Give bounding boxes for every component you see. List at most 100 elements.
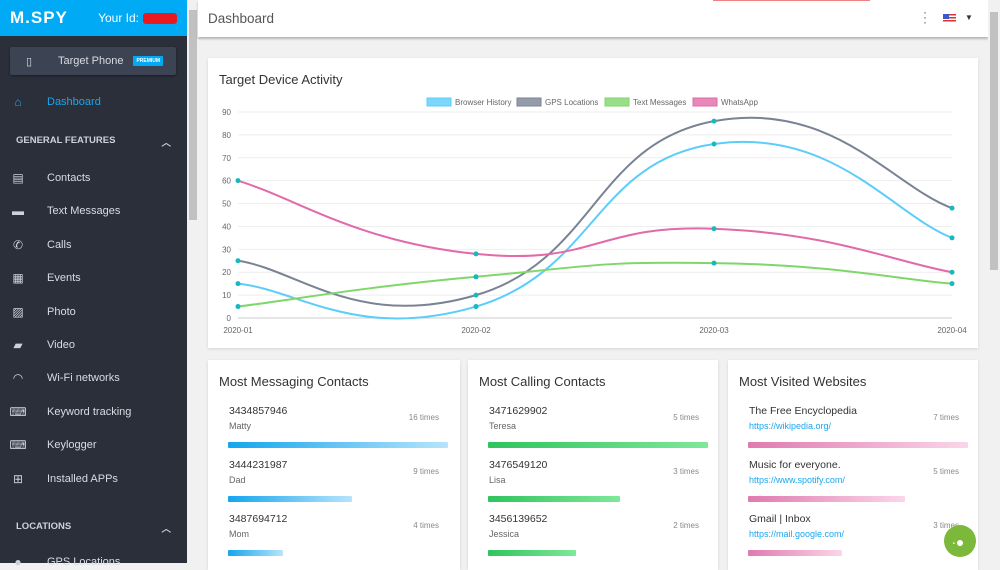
page-scroll-thumb[interactable] [990,12,998,270]
wifi-icon: ◠ [12,371,24,386]
most-messaging-contacts-card: Most Messaging Contacts 3434857946 Matty 16… [208,360,460,570]
count-bar [748,550,843,556]
count-bar [488,442,708,448]
apps-grid-icon: ⊞ [12,471,24,486]
page-title: Dashboard [208,11,275,26]
contact-number: 3487694712 [229,513,288,525]
sidebar-item-label: Keylogger [47,439,97,452]
site-title: Music for everyone. [749,459,841,471]
sidebar-item-events[interactable]: ▦ Events [0,271,187,285]
section-general-features[interactable]: GENERAL FEATURES ︿ [16,135,171,149]
pin-icon: ● [14,555,22,569]
sidebar-item-gps-locations[interactable]: ● GPS Locations [0,555,187,569]
most-calling-contacts-card: Most Calling Contacts 3471629902 Teresa 5 t… [468,360,718,570]
contact-name: Mom [229,529,249,539]
list-item[interactable]: 3476549120 Lisa 3 times [489,459,709,485]
contact-number: 3456139652 [489,513,548,525]
clipboard-icon: ▤ [12,171,24,185]
user-id: Your Id: [98,11,177,25]
sidebar-item-dashboard[interactable]: ⌂ Dashboard [0,95,187,109]
sidebar-scrollbar[interactable] [187,0,198,563]
site-url-link[interactable]: https://wikipedia.org/ [749,421,832,431]
list-item[interactable]: 3487694712 Mom 4 times [229,513,449,539]
sidebar-item-label: Text Messages [47,205,121,218]
language-dropdown-caret-icon[interactable]: ▼ [965,13,973,22]
sidebar-item-label: Wi-Fi networks [47,372,120,385]
brand-bar: M.SPY Your Id: [0,0,187,36]
list-item[interactable]: 3456139652 Jessica 2 times [489,513,709,539]
contact-name: Jessica [489,529,520,539]
user-id-label: Your Id: [98,11,139,25]
count-bar [488,496,620,502]
sidebar-item-label: Calls [47,238,72,251]
sidebar-item-label: Video [47,339,75,351]
count: 16 times [408,413,439,422]
sidebar-item-calls[interactable]: ✆ Calls [0,238,187,252]
message-icon: ▬ [12,204,24,219]
list-item[interactable]: 3444231987 Dad 9 times [229,459,449,485]
sidebar-item-video[interactable]: ▰ Video [0,338,187,352]
keyboard-icon: ⌨ [9,438,27,453]
visit-count: 5 times [933,467,959,476]
video-icon: ▰ [13,338,23,352]
sidebar-item-installed-apps[interactable]: ⊞ Installed APPs [0,472,187,486]
sidebar-item-photo[interactable]: ▨ Photo [0,305,187,319]
site-title: Gmail | Inbox [749,513,811,525]
us-flag-icon[interactable] [943,14,956,23]
chevron-up-icon: ︿ [161,138,171,149]
target-phone-label: Target Phone [58,55,124,67]
site-url-link[interactable]: https://mail.google.com/ [749,529,845,539]
count-bar [748,442,968,448]
count-bar [228,550,283,556]
sidebar: M.SPY Your Id: ▯ Target Phone PREMIUM ⌂ D… [0,0,187,569]
sidebar-item-label: Dashboard [47,96,101,108]
target-phone-button[interactable]: ▯ Target Phone PREMIUM [10,47,176,75]
contact-number: 3434857946 [229,405,288,417]
section-label: GENERAL FEATURES [16,135,116,146]
most-visited-websites-card: Most Visited Websites The Free Encycloped… [728,360,978,570]
section-label: LOCATIONS [16,521,72,532]
list-item[interactable]: Music for everyone. https://www.spotify.c… [749,459,969,485]
section-locations[interactable]: LOCATIONS ︿ [16,521,171,535]
card-title: Most Calling Contacts [479,374,606,389]
contact-name: Teresa [489,421,517,431]
phone-icon: ✆ [12,237,24,252]
contact-number: 3444231987 [229,459,288,471]
list-item[interactable]: The Free Encyclopedia https://wikipedia.o… [749,405,969,431]
sidebar-item-contacts[interactable]: ▤ Contacts [0,171,187,185]
sidebar-item-label: Contacts [47,172,91,184]
count: 4 times [413,521,439,530]
sidebar-scroll-thumb[interactable] [189,10,197,220]
count-bar [748,496,906,502]
sidebar-item-label: Photo [47,305,76,318]
list-item[interactable]: 3434857946 Matty 16 times [229,405,449,431]
redacted-id [143,12,177,24]
contact-number: 3476549120 [489,459,548,471]
sidebar-item-keylogger[interactable]: ⌨ Keylogger [0,438,187,452]
card-title: Most Visited Websites [739,374,867,389]
count: 9 times [413,467,439,476]
sidebar-item-text-messages[interactable]: ▬ Text Messages [0,204,187,218]
chat-dots-icon: ∙● [952,534,965,550]
calendar-icon: ▦ [12,271,24,286]
target-device-activity-card: Target Device Activity [208,58,978,348]
list-item[interactable]: 3471629902 Teresa 5 times [489,405,709,431]
image-icon: ▨ [12,304,24,319]
top-accent-line [713,0,870,1]
contact-name: Lisa [489,475,506,485]
chevron-up-icon: ︿ [161,524,171,535]
sidebar-item-keyword-tracking[interactable]: ⌨ Keyword tracking [0,405,187,419]
sidebar-item-wi-fi-networks[interactable]: ◠ Wi-Fi networks [0,371,187,385]
count: 3 times [673,467,699,476]
site-title: The Free Encyclopedia [749,405,857,417]
phone-settings-icon: ▯ [25,55,33,68]
count: 5 times [673,413,699,422]
site-url-link[interactable]: https://www.spotify.com/ [749,475,845,485]
mspy-logo[interactable]: M.SPY [10,8,68,27]
list-item[interactable]: Gmail | Inbox https://mail.google.com/3 t… [749,513,969,539]
count-bar [488,550,576,556]
premium-badge: PREMIUM [133,56,164,66]
more-vert-icon[interactable]: · · · [923,5,927,29]
visit-count: 3 times [933,521,959,530]
chat-fab-button[interactable]: ∙● [944,525,976,557]
